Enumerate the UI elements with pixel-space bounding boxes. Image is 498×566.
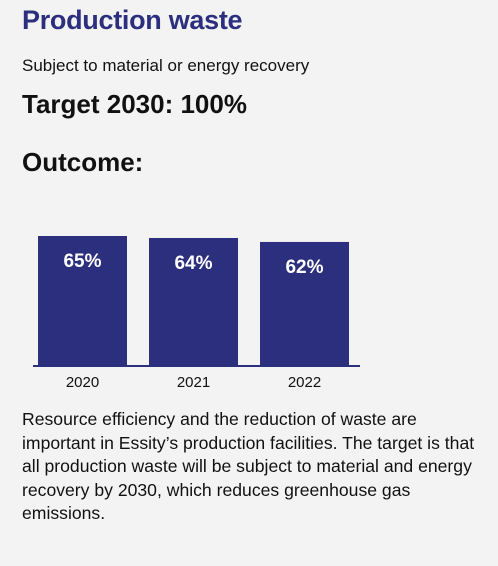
bar-value-label-2020: 65% xyxy=(63,251,101,272)
page-subtitle: Subject to material or energy recovery xyxy=(22,56,310,75)
bar-value-label-2022: 62% xyxy=(285,257,323,278)
x-tick-label-2022: 2022 xyxy=(288,374,321,391)
bar-2021 xyxy=(149,237,238,365)
bar-2022 xyxy=(260,241,349,365)
bar-2020 xyxy=(38,236,127,365)
outcome-bar-chart: 65% 2020 64% 2021 62% 2022 xyxy=(33,236,360,391)
page-title: Production waste xyxy=(22,5,243,35)
x-tick-label-2021: 2021 xyxy=(177,374,210,391)
target-heading: Target 2030: 100% xyxy=(22,89,247,119)
x-tick-label-2020: 2020 xyxy=(66,374,99,391)
bar-value-label-2021: 64% xyxy=(174,253,212,274)
description-text: Resource efficiency and the reduction of… xyxy=(22,409,475,524)
outcome-heading: Outcome: xyxy=(22,147,144,177)
